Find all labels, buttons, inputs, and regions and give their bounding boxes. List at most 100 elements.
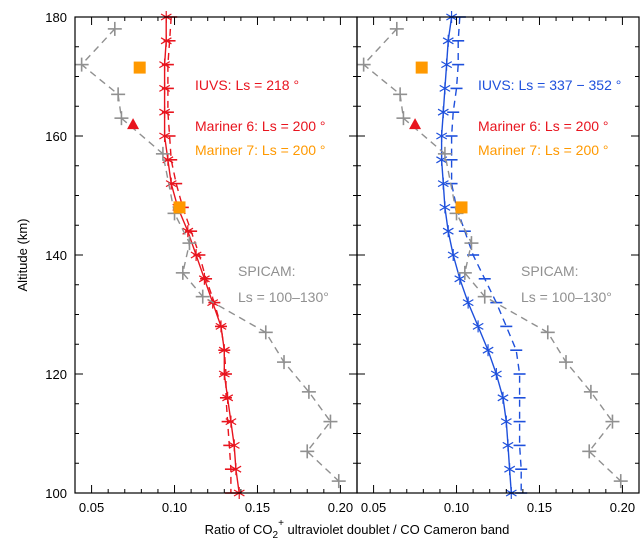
left-x-tick-label: 0.15 <box>245 500 270 515</box>
right-plot-frame <box>356 16 640 494</box>
right-series-0-point-2-stroke <box>441 61 453 69</box>
right-series-0-point-9-stroke <box>442 227 454 235</box>
right-series-2-point-10 <box>559 355 574 370</box>
right-annotation-0: IUVS: Ls = 337 − 352 ° <box>478 77 621 93</box>
right-series-2-point-0 <box>389 21 404 36</box>
right-series-0-point-1 <box>442 34 454 47</box>
left-series-4-point-0-shape <box>133 61 146 74</box>
right-x-tick-label: 0.10 <box>444 500 469 515</box>
right-series-0-point-8 <box>439 201 451 214</box>
right-series-0-point-11-stroke <box>454 275 466 283</box>
right-series-0-point-14 <box>482 344 494 357</box>
left-series-4-point-1 <box>173 201 186 214</box>
right-series-0-point-19 <box>504 463 516 476</box>
left-series-2-point-14 <box>331 474 346 489</box>
left-y-tick-label: 120 <box>45 367 67 382</box>
right-series-0-point-19-stroke <box>504 465 516 473</box>
right-series-0-point-6-stroke <box>436 156 448 164</box>
right-series-0-point-15 <box>490 368 502 380</box>
right-series-0-point-1-stroke <box>442 37 454 45</box>
right-series-2-point-11 <box>583 384 598 399</box>
left-annotation-3: SPICAM: <box>238 263 296 279</box>
left-series-2-point-6 <box>182 236 197 251</box>
right-series-0-point-5-stroke <box>436 132 448 140</box>
left-annotations: IUVS: Ls = 218 ° Mariner 6: Ls = 200 ° Mar… <box>195 77 329 305</box>
right-panel: 0.05 0.10 0.15 0.20 IUVS: Ls = 337 − 352 ° M… <box>356 11 640 515</box>
right-series-2-point-4 <box>437 146 452 161</box>
left-x-tick-label: 0.10 <box>162 500 187 515</box>
left-annotation-1: Mariner 6: Ls = 200 ° <box>195 118 326 134</box>
left-series-2-point-11 <box>301 384 316 399</box>
right-x-tick-label: 0.20 <box>610 500 635 515</box>
right-series-0-point-17-stroke <box>500 418 512 426</box>
x-axis-label: Ratio of CO2+ ultraviolet doublet / CO C… <box>205 518 510 541</box>
right-annotation-2: Mariner 7: Ls = 200 ° <box>478 142 609 158</box>
left-series-2-point-0 <box>107 21 122 36</box>
right-ticks: 0.05 0.10 0.15 0.20 <box>356 16 640 515</box>
right-series-2-point-7 <box>457 265 472 280</box>
x-axis-label-superscript: + <box>278 518 284 529</box>
left-annotation-2: Mariner 7: Ls = 200 ° <box>195 142 326 158</box>
left-series-2-point-8 <box>195 289 210 304</box>
left-x-tick-label: 0.20 <box>328 500 353 515</box>
right-series-3-point-0-shape <box>409 118 422 130</box>
right-series-4-point-1 <box>455 201 468 214</box>
y-axis-label: Altitude (km) <box>15 219 30 292</box>
left-panel: 0.05 0.10 0.15 0.20 100 120 140 160 180 IUVS: Ls… <box>45 10 358 515</box>
right-series-0-point-7 <box>437 177 449 190</box>
right-series-0-point-16-stroke <box>497 394 509 402</box>
left-series-2-point-9 <box>258 325 273 340</box>
right-series-0-point-4 <box>437 106 449 119</box>
right-series-0-point-2 <box>441 58 453 71</box>
right-series-0-point-7-stroke <box>437 180 449 188</box>
left-series-2-point-3 <box>114 111 129 126</box>
right-series-2-point-3 <box>396 111 411 126</box>
left-series-2-point-4 <box>155 146 170 161</box>
right-series-3-point-0 <box>409 118 422 130</box>
right-series-2-point-8 <box>477 289 492 304</box>
right-series-0-point-5 <box>436 130 448 142</box>
right-series-2-point-14 <box>613 474 628 489</box>
right-x-tick-label: 0.05 <box>361 500 386 515</box>
right-series-0-point-10-stroke <box>447 251 459 259</box>
left-series-3-point-0-shape <box>127 118 140 130</box>
right-series-0-point-13 <box>472 320 484 333</box>
x-axis-label-main: Ratio of CO <box>205 522 273 537</box>
right-series-0-point-14-stroke <box>482 346 494 354</box>
left-y-tick-label: 100 <box>45 486 67 501</box>
right-plot-content <box>356 11 628 499</box>
right-series-0-point-11 <box>454 272 466 285</box>
right-series-2-point-13 <box>582 444 597 459</box>
right-series-4-point-0 <box>415 61 428 74</box>
left-series-2-point-2 <box>111 87 126 102</box>
right-series-0-point-8-stroke <box>439 203 451 211</box>
left-series-2-point-10 <box>277 355 292 370</box>
left-ticks: 0.05 0.10 0.15 0.20 100 120 140 160 180 <box>45 10 358 515</box>
right-x-tick-label: 0.15 <box>527 500 552 515</box>
right-series-2-point-9 <box>540 325 555 340</box>
left-y-tick-label: 160 <box>45 129 67 144</box>
right-annotations: IUVS: Ls = 337 − 352 ° Mariner 6: Ls = 20… <box>478 77 621 305</box>
right-annotation-4: Ls = 100–130° <box>521 289 612 305</box>
right-series-2-point-1 <box>356 57 371 72</box>
right-series-0-point-18-stroke <box>502 441 514 449</box>
left-series-3-point-0 <box>127 118 140 130</box>
right-series-2-point-2 <box>393 87 408 102</box>
left-series-2-point-7 <box>175 265 190 280</box>
right-series-2-point-12 <box>605 414 620 429</box>
left-series-4-point-1-shape <box>173 201 186 214</box>
left-annotation-0: IUVS: Ls = 218 ° <box>195 77 299 93</box>
x-axis-label-rest: ultraviolet doublet / CO Cameron band <box>284 522 509 537</box>
right-series-4-point-0-shape <box>415 61 428 74</box>
left-y-tick-label: 140 <box>45 248 67 263</box>
right-series-0-point-12 <box>462 296 474 309</box>
right-series-0-point-16 <box>497 391 509 404</box>
right-series-0-point-3-stroke <box>439 84 451 92</box>
left-series-2-point-12 <box>323 414 338 429</box>
left-series-4-point-0 <box>133 61 146 74</box>
right-series-0-point-15-stroke <box>490 370 502 378</box>
left-y-tick-label: 180 <box>45 10 67 25</box>
right-series-4-point-1-shape <box>455 201 468 214</box>
